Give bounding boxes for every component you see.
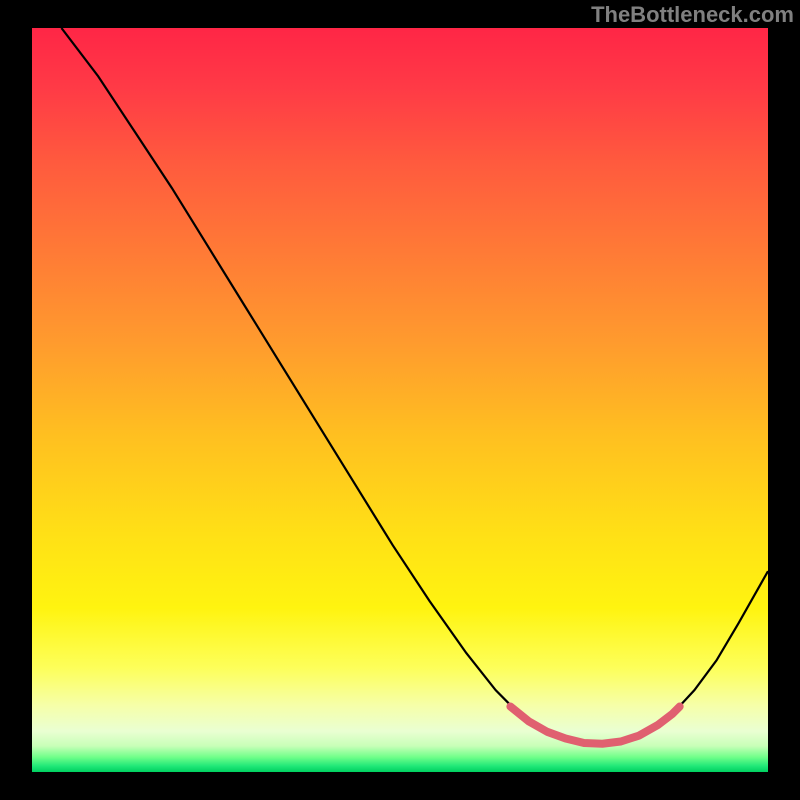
gradient-background [32, 28, 768, 772]
chart-svg [32, 28, 768, 772]
chart-container: TheBottleneck.com [0, 0, 800, 800]
watermark-label: TheBottleneck.com [591, 2, 794, 28]
plot-area [32, 28, 768, 772]
